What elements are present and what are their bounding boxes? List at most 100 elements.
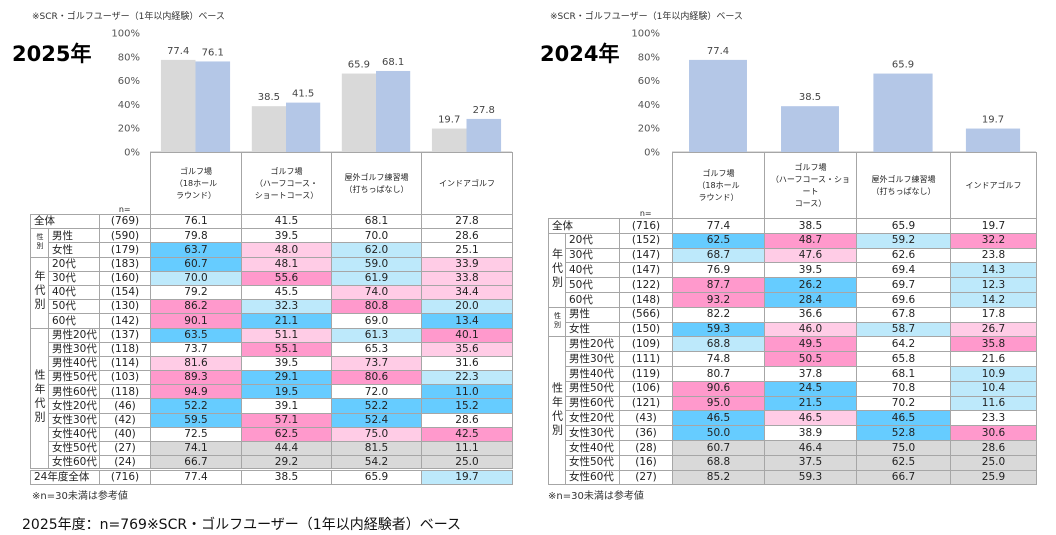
group-cell: 性年代別 [30, 327, 49, 471]
value-cell: 47.6 [764, 247, 857, 264]
group-cell: 性別 [30, 228, 49, 258]
value-cell: 55.6 [241, 270, 332, 286]
value-cell: 72.5 [150, 426, 242, 443]
row-label: 男性 [48, 228, 100, 244]
table-row: 30代 (160) 70.0 55.6 61.9 33.8 [31, 270, 513, 286]
sample-size: (121) [619, 395, 673, 412]
value-cell: 59.3 [672, 321, 765, 338]
data-label: 77.4 [167, 46, 189, 57]
value-cell: 69.6 [856, 291, 951, 308]
group-cell: 年代別 [548, 232, 566, 308]
value-cell: 14.3 [950, 262, 1037, 279]
row-label: 男性 [565, 306, 620, 323]
value-cell: 61.3 [331, 327, 422, 343]
value-cell: 46.4 [764, 439, 857, 456]
value-cell: 45.5 [241, 284, 332, 301]
bar [873, 73, 933, 152]
n-label: n= [619, 152, 673, 219]
value-cell: 68.1 [856, 365, 951, 382]
value-cell: 77.4 [672, 218, 765, 234]
value-cell: 22.3 [421, 370, 513, 386]
value-cell: 29.1 [241, 370, 332, 386]
value-cell: 19.7 [421, 468, 513, 485]
row-label: 女性 [565, 321, 620, 338]
chart-svg: 0%20%40%60%80%100%77.438.565.919.7 [631, 29, 1036, 159]
row-label: 男性40代 [48, 355, 100, 372]
table-row: 40代 (154) 79.2 45.5 74.0 34.4 [31, 284, 513, 301]
sample-size: (27) [99, 440, 151, 457]
value-cell: 62.5 [672, 232, 765, 249]
column-header: ゴルフ場 （ハーフコース・ショート コース） [764, 152, 857, 219]
sample-size: (716) [619, 218, 673, 234]
table-row: 性年代別 男性20代 (109) 68.8 49.5 64.2 35.8 [548, 336, 1037, 486]
row-label: 女性20代 [48, 398, 100, 414]
value-cell: 74.1 [150, 440, 242, 457]
value-cell: 17.8 [950, 306, 1037, 323]
y-tick-label: 60% [118, 76, 140, 87]
bar [965, 128, 1021, 152]
table-row: 女性40代 (28) 60.7 46.4 75.0 28.6 [549, 439, 1037, 456]
value-cell: 38.5 [241, 468, 332, 485]
row-label: 女性60代 [48, 455, 100, 471]
value-cell: 33.9 [421, 256, 513, 272]
value-cell: 38.5 [764, 218, 857, 234]
y-tick-label: 40% [118, 100, 140, 111]
value-cell: 37.8 [764, 365, 857, 382]
value-cell: 80.8 [331, 299, 422, 315]
value-cell: 11.0 [421, 384, 513, 400]
value-cell: 28.4 [764, 291, 857, 308]
sample-size: (183) [99, 256, 151, 272]
value-cell: 25.1 [421, 242, 513, 258]
value-cell: 65.3 [331, 341, 422, 357]
value-cell: 81.6 [150, 355, 242, 372]
y-tick-label: 20% [638, 124, 660, 135]
value-cell: 90.1 [150, 313, 242, 329]
value-cell: 34.4 [421, 284, 513, 301]
data-label: 38.5 [258, 92, 280, 103]
y-tick-label: 100% [111, 29, 140, 40]
value-cell: 61.9 [331, 270, 422, 286]
sample-size: (118) [99, 384, 151, 400]
row-label: 20代 [48, 256, 100, 272]
value-cell: 75.0 [331, 426, 422, 443]
value-cell: 21.5 [764, 395, 857, 412]
sample-size: (142) [99, 313, 151, 329]
table-row: 全体 (716) 77.4 38.5 65.9 19.7 [548, 218, 1037, 234]
row-label: 女性 [48, 242, 100, 258]
value-cell: 65.9 [856, 218, 951, 234]
y-tick-label: 80% [638, 52, 660, 63]
sample-size: (118) [99, 341, 151, 357]
column-header: ゴルフ場 （18ホール ラウンド） [672, 152, 765, 219]
column-header: 屋外ゴルフ練習場 （打ちっぱなし） [856, 152, 951, 219]
table-row: 性別 男性 (566) 82.2 36.6 67.8 17.8 [548, 306, 1037, 338]
group-cell: 性別 [548, 306, 566, 338]
value-cell: 13.4 [421, 313, 513, 329]
value-cell: 25.0 [421, 455, 513, 471]
value-cell: 15.2 [421, 398, 513, 414]
group-label: 年代別 [33, 270, 46, 313]
value-cell: 75.0 [856, 439, 951, 456]
value-cell: 81.5 [331, 440, 422, 457]
row-label: 40代 [48, 284, 100, 301]
row-label: 男性40代 [565, 365, 620, 382]
row-label: 女性20代 [565, 410, 620, 427]
value-cell: 11.6 [950, 395, 1037, 412]
value-cell: 32.2 [950, 232, 1037, 249]
value-cell: 19.5 [241, 384, 332, 400]
value-cell: 80.6 [331, 370, 422, 386]
table-row: 40代 (147) 76.9 39.5 69.4 14.3 [549, 262, 1037, 279]
value-cell: 79.2 [150, 284, 242, 301]
group-label: 性別 [553, 311, 562, 330]
table-row: 女性50代 (16) 68.8 37.5 62.5 25.0 [549, 454, 1037, 471]
column-header: ゴルフ場 （18ホール ラウンド） [150, 152, 242, 215]
value-cell: 41.5 [241, 213, 332, 230]
table-row: 60代 (142) 90.1 21.1 69.0 13.4 [31, 313, 513, 329]
table-row: 女性30代 (42) 59.5 57.1 52.4 28.6 [31, 412, 513, 428]
bar [431, 128, 467, 152]
table-row: 全体 (769) 76.1 41.5 68.1 27.8 [30, 213, 513, 230]
value-cell: 94.9 [150, 384, 242, 400]
sample-size: (27) [619, 469, 673, 486]
value-cell: 80.7 [672, 365, 765, 382]
value-cell: 32.3 [241, 299, 332, 315]
data-label: 68.1 [382, 57, 404, 68]
